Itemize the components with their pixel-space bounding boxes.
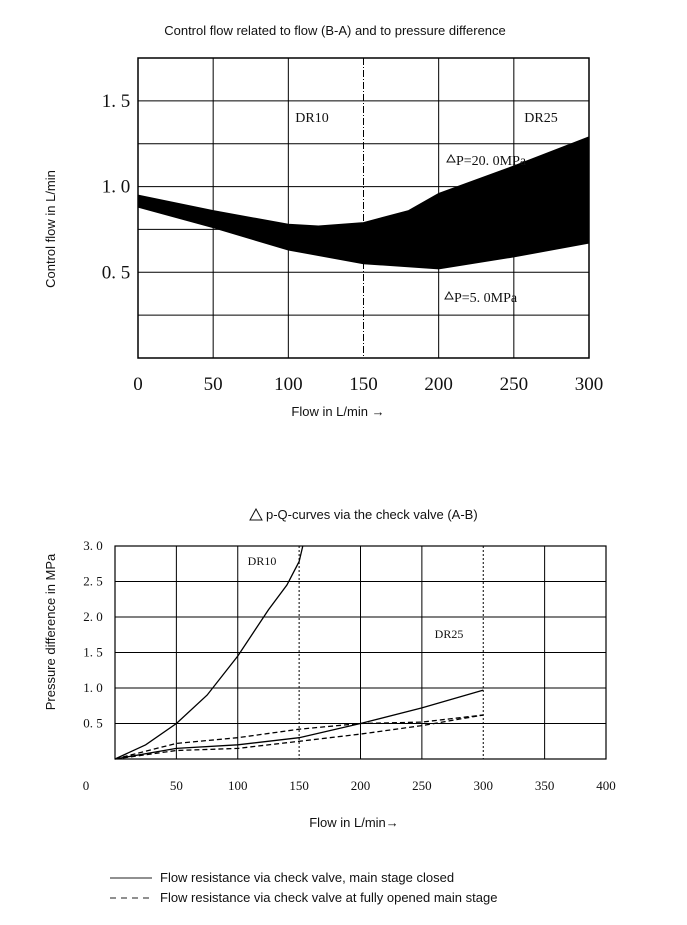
chart1-annotation-p20: P=20. 0MPa (446, 153, 527, 169)
chart1-annotation-p20-label: P=20. 0MPa (456, 154, 527, 169)
legend-item-solid: Flow resistance via check valve, main st… (110, 870, 454, 885)
chart2-x-axis-label: Flow in L/min→ (309, 815, 399, 830)
chart1-x-tick-label: 300 (575, 374, 604, 395)
chart2-y-tick-label: 1. 5 (83, 645, 103, 660)
chart1-x-tick-label: 200 (424, 374, 453, 395)
chart2-series-line-solid (114, 545, 304, 760)
chart2-series-line-solid (114, 689, 484, 760)
delta-icon (446, 153, 456, 163)
chart2-annotation-dr10: DR10 (248, 554, 277, 568)
chart2-title-group: p-Q-curves via the check valve (A-B) (249, 507, 478, 522)
delta-icon (444, 290, 454, 300)
chart1-x-tick-label: 250 (500, 374, 529, 395)
chart1-annotation-dr25: DR25 (524, 111, 557, 126)
chart2-annotation-dr25: DR25 (435, 627, 464, 641)
chart2-x-tick-label: 200 (351, 778, 371, 793)
chart1-x-tick-label: 50 (204, 374, 223, 395)
chart2-x-tick-label: 250 (412, 778, 432, 793)
chart1-y-tick-label: 1. 5 (102, 91, 131, 112)
chart1-grid (138, 58, 589, 358)
chart2-x-tick-label: 300 (474, 778, 494, 793)
chart1-x-tick-labels: 0 50 100 150 200 250 300 (133, 374, 603, 395)
chart2-x-tick-label: 0 (83, 778, 90, 793)
chart1-annotation-p5: P=5. 0MPa (444, 290, 518, 306)
chart2-lines (114, 545, 484, 760)
chart1-y-tick-label: 1. 0 (102, 177, 131, 198)
legend-item-dashed: Flow resistance via check valve at fully… (110, 890, 497, 905)
chart1-annotation-dr10: DR10 (295, 111, 328, 126)
chart1-x-axis-label: Flow in L/min → (291, 404, 384, 419)
chart1-y-axis-label: Control flow in L/min (43, 170, 58, 288)
chart2-y-tick-labels: 0. 5 1. 0 1. 5 2. 0 2. 5 3. 0 (83, 538, 103, 731)
legend: Flow resistance via check valve, main st… (110, 870, 497, 905)
delta-icon (249, 507, 263, 521)
chart2-y-axis-label: Pressure difference in MPa (43, 553, 58, 710)
legend-label-solid: Flow resistance via check valve, main st… (160, 870, 454, 885)
chart2-grid (115, 546, 606, 759)
chart2-x-tick-labels: 0 50 100 150 200 250 300 350 400 (83, 778, 616, 793)
chart2-x-tick-label: 50 (170, 778, 183, 793)
chart2-series-line-dashed (114, 714, 484, 760)
chart1-x-tick-label: 150 (349, 374, 378, 395)
chart2-x-tick-label: 100 (228, 778, 248, 793)
legend-label-dashed: Flow resistance via check valve at fully… (160, 890, 497, 905)
chart1-x-tick-label: 0 (133, 374, 143, 395)
chart2-title: p-Q-curves via the check valve (A-B) (266, 507, 478, 522)
chart1-x-tick-label: 100 (274, 374, 303, 395)
chart2-x-tick-label: 150 (289, 778, 309, 793)
chart1-y-tick-labels: 0. 5 1. 0 1. 5 (102, 91, 131, 283)
chart2-x-tick-label: 400 (596, 778, 616, 793)
chart1-frame (137, 57, 590, 359)
chart2-y-tick-label: 1. 0 (83, 680, 103, 695)
chart1-y-tick-label: 0. 5 (102, 262, 131, 283)
chart1-annotation-p5-label: P=5. 0MPa (454, 291, 518, 306)
chart2-frame (114, 545, 607, 760)
chart1-title: Control flow related to flow (B-A) and t… (164, 23, 506, 38)
chart2-y-tick-label: 2. 5 (83, 574, 103, 589)
chart2-y-tick-label: 3. 0 (83, 538, 103, 553)
chart2-series-line-dashed (114, 714, 484, 760)
chart2-x-tick-label: 350 (535, 778, 555, 793)
chart2-y-tick-label: 2. 0 (83, 609, 103, 624)
chart2-y-tick-label: 0. 5 (83, 716, 103, 731)
